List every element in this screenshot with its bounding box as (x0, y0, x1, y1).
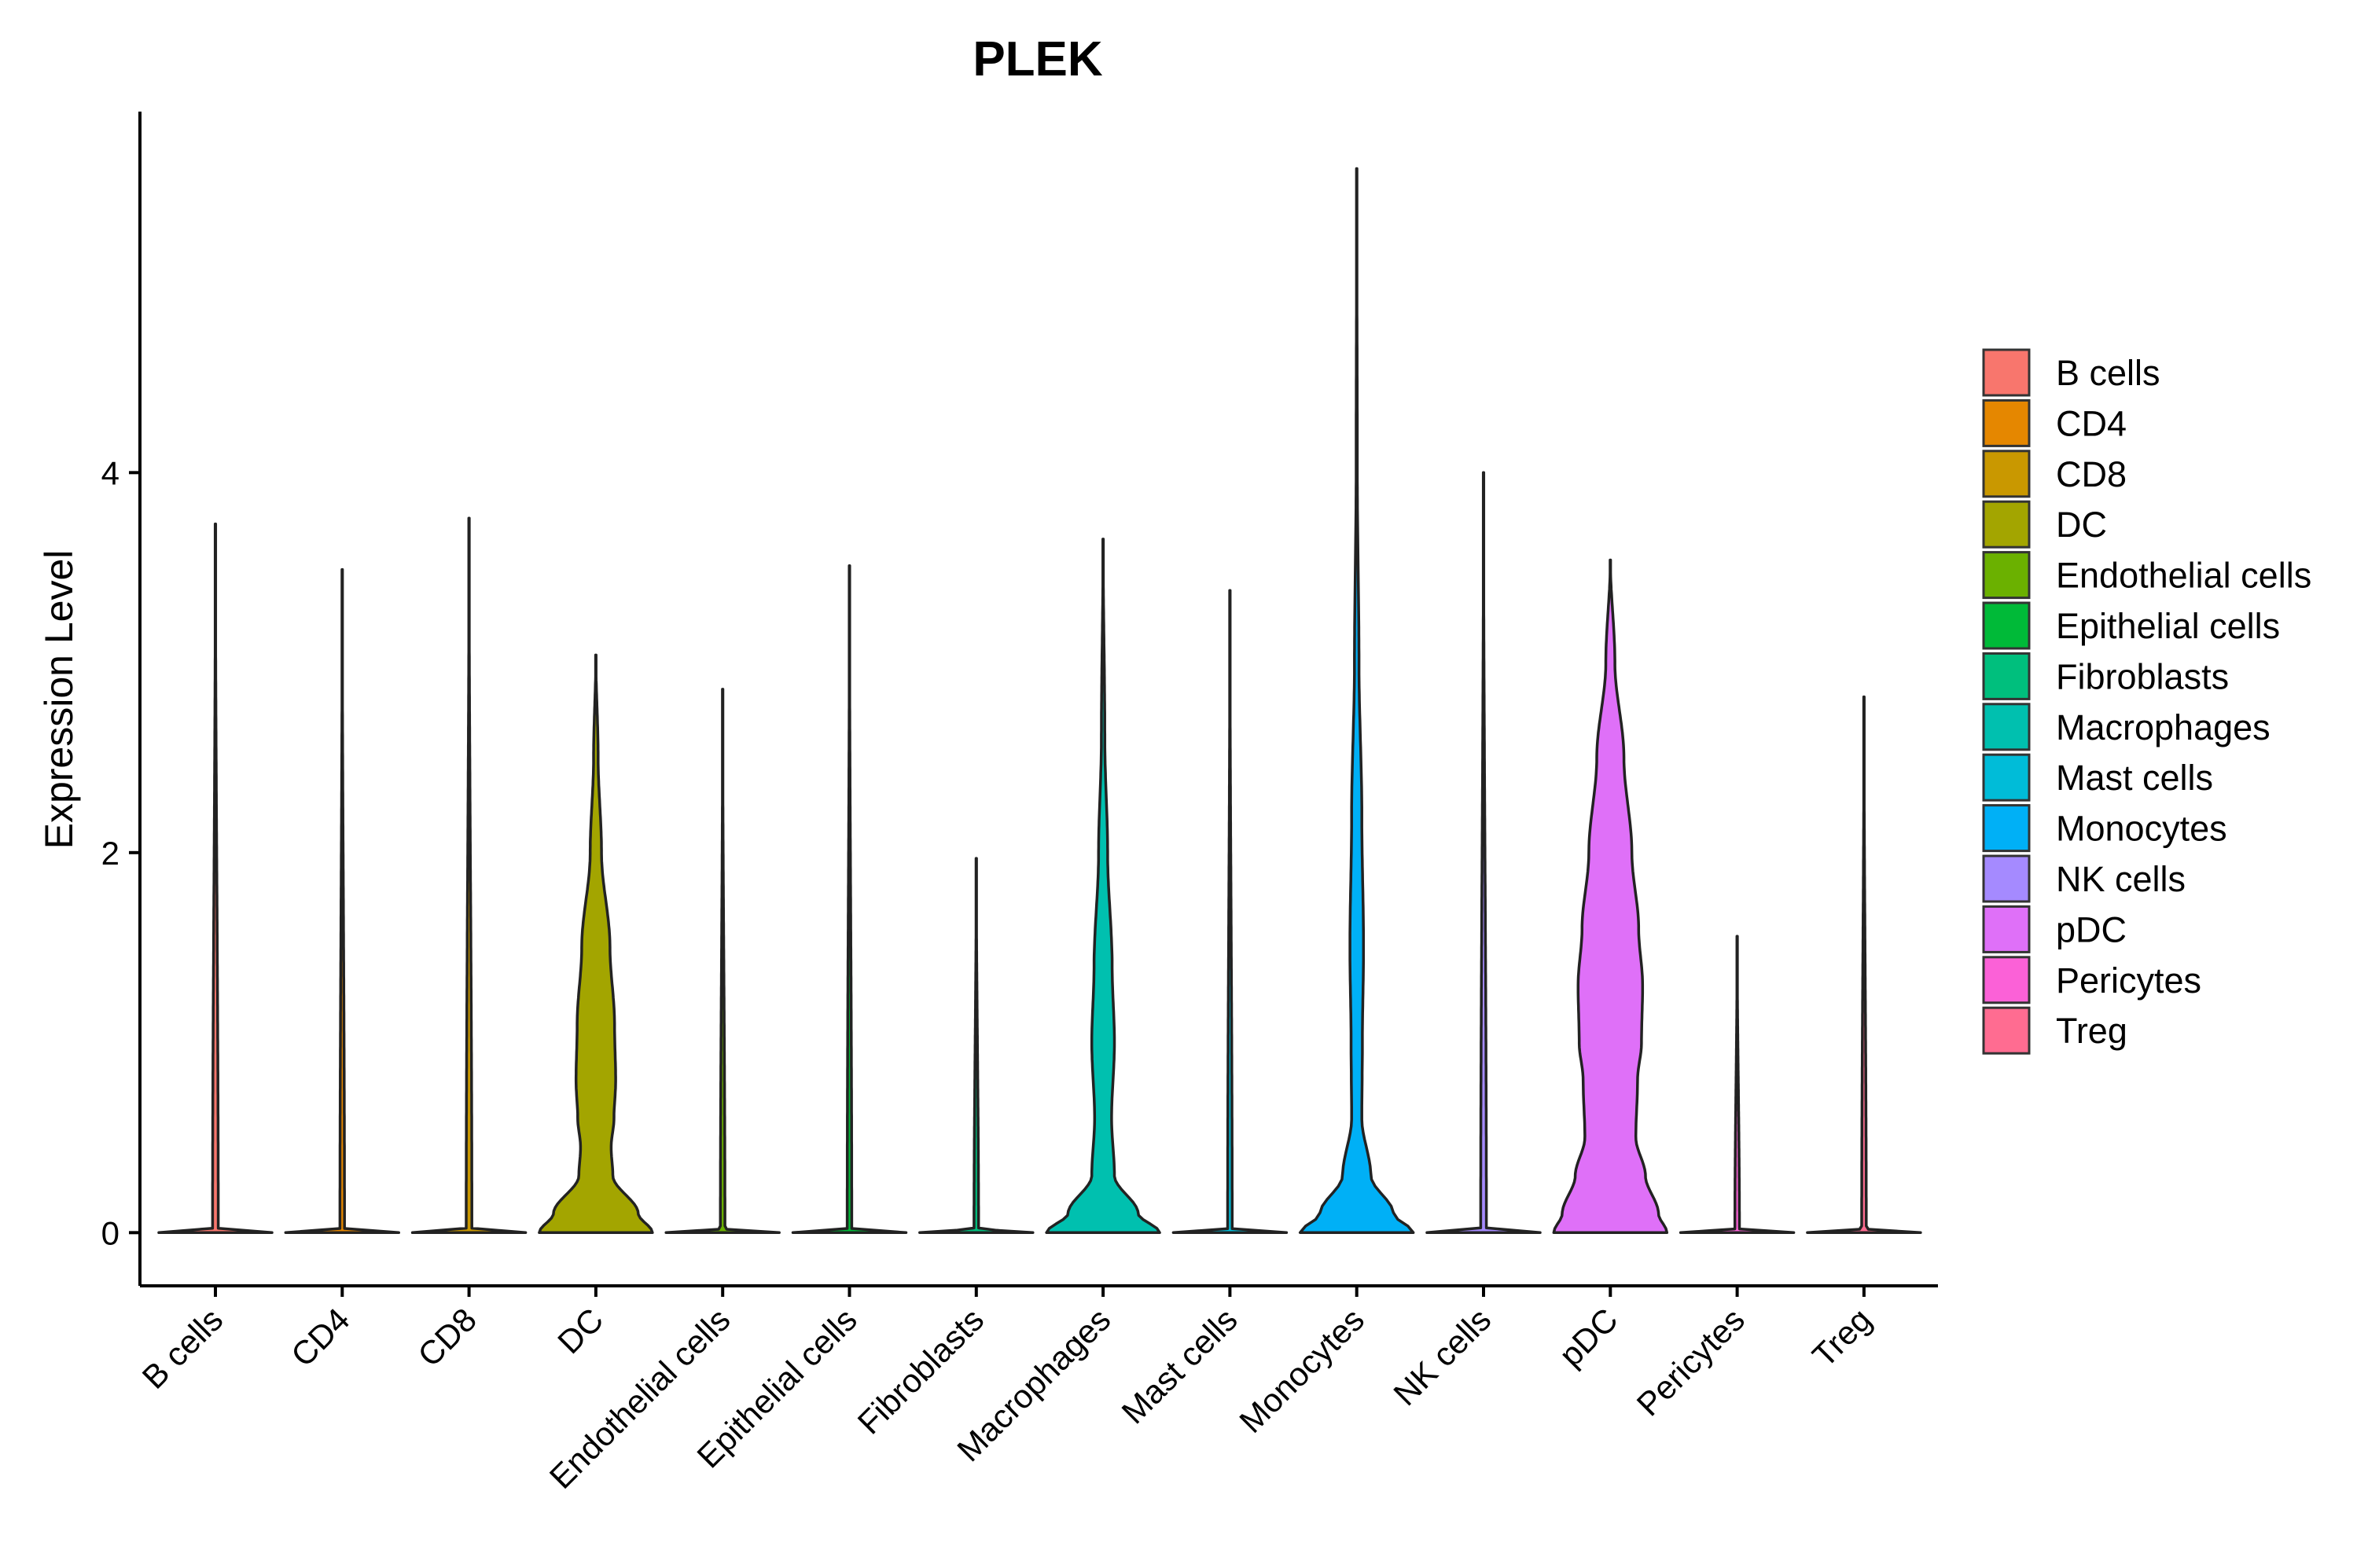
legend-swatch (1982, 905, 2031, 953)
legend-label: Epithelial cells (2056, 606, 2280, 646)
y-axis-label: Expression Level (37, 550, 81, 850)
legend-label: B cells (2056, 353, 2160, 393)
violin-cd8 (410, 516, 528, 1235)
legend-swatch (1982, 854, 2031, 903)
violin-treg (1806, 695, 1922, 1235)
legend-label: Macrophages (2056, 707, 2271, 747)
x-tick-label: NK cells (1386, 1301, 1498, 1412)
legend-swatch (1982, 652, 2031, 700)
violin-fibroblasts (918, 857, 1035, 1235)
legend-label: Mast cells (2056, 758, 2213, 798)
legend-swatch (1982, 804, 2031, 853)
x-tick-label: CD8 (410, 1301, 484, 1374)
legend-swatch (1982, 348, 2031, 397)
x-tick-label: Mast cells (1115, 1301, 1245, 1430)
legend-label: pDC (2056, 909, 2127, 949)
legend-label: Endothelial cells (2056, 556, 2311, 596)
x-tick-label: Monocytes (1232, 1301, 1371, 1440)
x-tick-label: DC (550, 1301, 610, 1361)
x-tick-label: Fibroblasts (851, 1301, 991, 1441)
chart-title: PLEK (973, 32, 1103, 86)
violin-endothelial-cells (664, 688, 781, 1235)
x-tick-label: B cells (135, 1301, 230, 1396)
violin-dc (538, 653, 654, 1235)
violin-cd4 (284, 567, 401, 1235)
legend: B cells CD4 CD8 DC Endothelial cells Epitheli… (1982, 348, 2311, 1055)
violin-macrophages (1045, 538, 1161, 1235)
legend-label: NK cells (2056, 859, 2186, 899)
legend-label: Treg (2056, 1011, 2127, 1051)
legend-swatch (1982, 500, 2031, 549)
legend-label: Fibroblasts (2056, 656, 2229, 696)
legend-label: DC (2056, 505, 2107, 545)
violin-mast-cells (1171, 589, 1289, 1235)
violin-nk-cells (1425, 471, 1542, 1235)
legend-swatch (1982, 551, 2031, 600)
x-tick-label: CD4 (284, 1301, 357, 1374)
x-tick-label: Pericytes (1630, 1301, 1752, 1423)
y-tick-label: 2 (101, 835, 120, 872)
y-tick-label: 0 (101, 1214, 120, 1251)
violin-pericytes (1679, 935, 1796, 1235)
x-tick-label: pDC (1552, 1301, 1625, 1374)
legend-swatch (1982, 601, 2031, 650)
legend-label: Pericytes (2056, 960, 2201, 1001)
violin-monocytes (1298, 167, 1415, 1235)
legend-swatch (1982, 703, 2031, 751)
legend-swatch (1982, 1006, 2031, 1055)
legend-label: Monocytes (2056, 809, 2227, 849)
x-tick-label: Treg (1805, 1301, 1878, 1374)
legend-label: CD8 (2056, 454, 2127, 494)
legend-swatch (1982, 956, 2031, 1004)
legend-swatch (1982, 753, 2031, 802)
legend-swatch (1982, 398, 2031, 447)
legend-swatch (1982, 450, 2031, 498)
violin-epithelial-cells (791, 564, 908, 1235)
violin-pdc (1552, 558, 1669, 1235)
legend-label: CD4 (2056, 403, 2127, 443)
y-tick-label: 4 (101, 454, 120, 491)
violin-b-cells (157, 522, 274, 1235)
